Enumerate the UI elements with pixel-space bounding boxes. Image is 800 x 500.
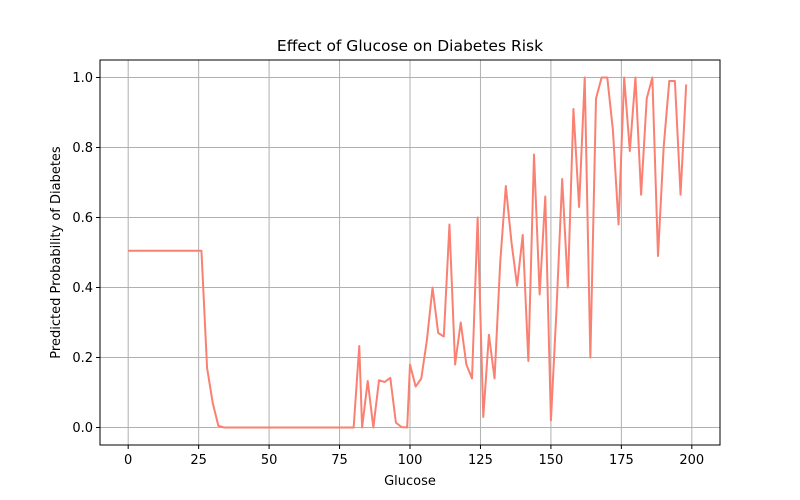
x-tick-label: 25 bbox=[190, 453, 207, 468]
y-tick-label: 0.6 bbox=[72, 211, 93, 226]
y-axis-label: Predicted Probability of Diabetes bbox=[49, 146, 64, 359]
x-tick-label: 0 bbox=[124, 453, 132, 468]
x-tick-label: 125 bbox=[468, 453, 493, 468]
x-tick-label: 150 bbox=[538, 453, 563, 468]
x-tick-label: 75 bbox=[331, 453, 348, 468]
y-tick-label: 1.0 bbox=[72, 71, 93, 86]
y-tick-label: 0.8 bbox=[72, 141, 93, 156]
x-tick-label: 200 bbox=[679, 453, 704, 468]
y-tick-label: 0.2 bbox=[72, 351, 93, 366]
ticks: 0 25 50 75 100 125 150 175 200 0.0 0.2 0.4 0.6 0.8 1.0 bbox=[72, 71, 704, 468]
chart-title: Effect of Glucose on Diabetes Risk bbox=[277, 37, 543, 55]
x-tick-label: 175 bbox=[609, 453, 634, 468]
y-tick-label: 0.0 bbox=[72, 421, 93, 436]
x-axis-label: Glucose bbox=[384, 474, 436, 489]
series-line bbox=[128, 76, 688, 429]
grid bbox=[100, 60, 720, 445]
x-tick-label: 100 bbox=[398, 453, 423, 468]
x-tick-label: 50 bbox=[261, 453, 278, 468]
y-tick-label: 0.4 bbox=[72, 281, 93, 296]
